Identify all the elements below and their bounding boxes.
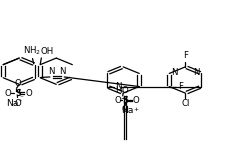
Text: Cl: Cl [180,99,189,108]
Text: H: H [114,86,121,95]
Text: ⁺: ⁺ [19,100,22,106]
Text: O: O [4,89,11,98]
Text: N: N [114,82,121,91]
Text: F: F [177,82,182,91]
Text: Na: Na [6,100,18,108]
Text: O: O [121,86,128,95]
Text: S: S [122,96,128,105]
Text: ⁻: ⁻ [20,95,23,101]
Text: S: S [15,89,20,98]
Text: O: O [121,105,128,114]
Text: O: O [25,89,32,98]
Text: NH$_2$: NH$_2$ [23,44,41,57]
Text: Na: Na [120,106,133,115]
Text: +: + [133,107,138,112]
Text: N: N [170,68,177,77]
Text: N: N [48,67,54,76]
Text: F: F [182,52,187,60]
Text: O: O [114,96,120,105]
Text: N: N [59,67,65,76]
Text: O: O [14,79,21,88]
Text: N: N [192,68,199,77]
Text: −: − [119,96,125,102]
Text: O: O [14,99,21,108]
Text: O: O [132,96,139,105]
Text: OH: OH [40,47,54,56]
